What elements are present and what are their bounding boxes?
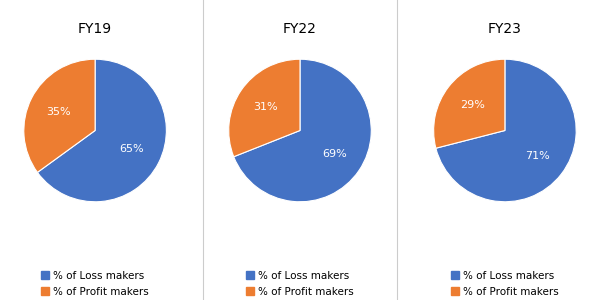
Wedge shape: [24, 59, 95, 172]
Text: 69%: 69%: [322, 149, 347, 159]
Legend: % of Loss makers, % of Profit makers: % of Loss makers, % of Profit makers: [243, 267, 357, 300]
Wedge shape: [234, 59, 371, 202]
Text: 29%: 29%: [460, 100, 485, 110]
Title: FY19: FY19: [78, 22, 112, 36]
Wedge shape: [436, 59, 576, 202]
Text: 65%: 65%: [119, 144, 144, 154]
Text: 31%: 31%: [253, 102, 278, 112]
Text: 35%: 35%: [46, 107, 71, 117]
Wedge shape: [229, 59, 300, 157]
Title: FY23: FY23: [488, 22, 522, 36]
Legend: % of Loss makers, % of Profit makers: % of Loss makers, % of Profit makers: [448, 267, 562, 300]
Legend: % of Loss makers, % of Profit makers: % of Loss makers, % of Profit makers: [38, 267, 152, 300]
Title: FY22: FY22: [283, 22, 317, 36]
Wedge shape: [37, 59, 166, 202]
Wedge shape: [434, 59, 505, 148]
Text: 71%: 71%: [525, 151, 550, 161]
